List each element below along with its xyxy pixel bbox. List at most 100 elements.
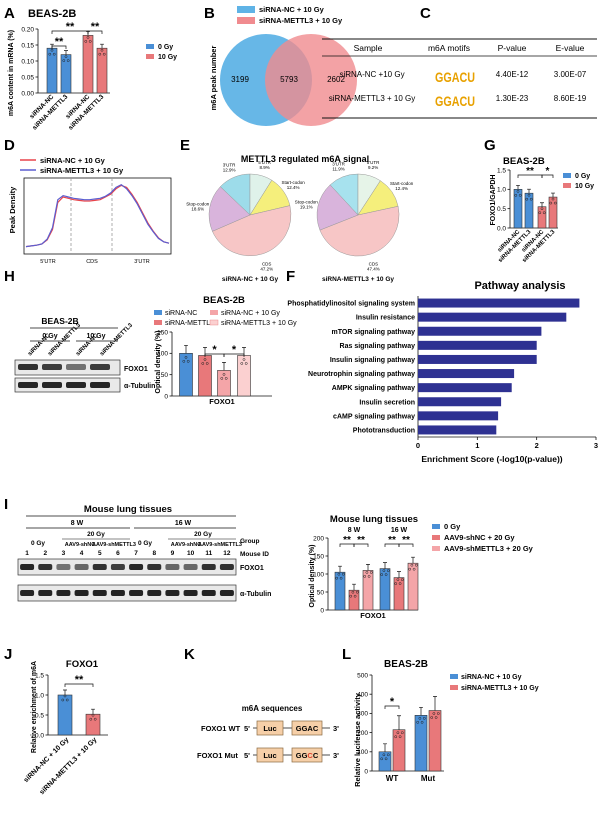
pie-1-label-4: Stop-codon bbox=[295, 199, 319, 204]
panel-a-bar-1-dot-0 bbox=[62, 59, 66, 62]
panel-h-legend-swatch-1 bbox=[154, 320, 162, 325]
panel-b-legend-swatch-0 bbox=[237, 6, 255, 13]
panel-f-category-2: mTOR signaling pathway bbox=[332, 329, 416, 336]
panel-l-bar-0-1-dot-2 bbox=[398, 735, 402, 739]
panel-i-lane-6: 7 bbox=[134, 550, 138, 557]
panel-l-err-0-1 bbox=[397, 715, 401, 730]
pie-1-label-3: CDS bbox=[369, 262, 379, 267]
panel-j-xtick-label-0: siRNA-NC + 10 Gy bbox=[23, 736, 71, 784]
panel-i-err-3 bbox=[383, 562, 387, 569]
panel-l-bar-0-0-dot-1 bbox=[382, 753, 386, 757]
motif-logo-0-letters: GGACU bbox=[435, 69, 475, 85]
panel-d-legend-0: siRNA-NC + 10 Gy bbox=[40, 156, 106, 165]
panel-a-err-1 bbox=[64, 50, 68, 55]
panel-f-category-9: Phototransduction bbox=[353, 427, 415, 434]
panel-g-sig-0: ** bbox=[526, 166, 534, 177]
panel-h-sig-1-bracket bbox=[223, 353, 245, 357]
panel-letter-d: D bbox=[4, 137, 15, 154]
panel-g-legend-swatch-1 bbox=[563, 183, 571, 188]
panel-h-err-0 bbox=[184, 344, 188, 354]
panel-a-bar-chart: BEAS-2B m6A content in mRNA (%) 0.00 0.05… bbox=[8, 8, 177, 132]
panel-f-xtick-label-2: 2 bbox=[535, 441, 539, 450]
panel-h-foxo1-band-2 bbox=[66, 364, 86, 370]
panel-g-ytick-label-1: 0.5 bbox=[497, 206, 506, 213]
panel-i-legend-swatch-2 bbox=[432, 546, 440, 551]
pie-0-pct-4: 18.6% bbox=[191, 207, 204, 212]
panel-g-bar-2-dot-1 bbox=[540, 207, 544, 211]
pie-0-label-2: Start-codon bbox=[281, 180, 305, 185]
panel-l-bar-1-1 bbox=[428, 710, 442, 772]
panel-f-pathway: Pathway analysis Phosphatidylinositol si… bbox=[287, 280, 598, 464]
venn-circle-right bbox=[265, 34, 357, 126]
panel-a-bar-2-dot-2 bbox=[88, 40, 92, 43]
panel-g-bar-0-dot-2 bbox=[518, 193, 522, 197]
panel-l-bar-0-1-dot-1 bbox=[396, 731, 400, 735]
panel-i-time-label-1: 16 W bbox=[391, 527, 408, 534]
panel-d-frame bbox=[23, 177, 172, 255]
panel-letter-f: F bbox=[286, 268, 295, 285]
panel-i-foxo1-band-10 bbox=[201, 564, 216, 570]
panel-j-ytick-label-2: 1.0 bbox=[35, 692, 44, 699]
panel-a-bar-3-dot-2 bbox=[102, 52, 106, 56]
panel-i-foxo1-band-5 bbox=[110, 564, 125, 570]
panel-i-legend-0: 0 Gy bbox=[444, 522, 461, 531]
construct-mut-name: FOXO1 Mut bbox=[197, 751, 238, 760]
construct-wt-seq: GGAC bbox=[296, 724, 319, 733]
panel-a-ytick-label-0: 0.00 bbox=[21, 90, 34, 97]
panel-i-legend-1: AAV9-shNC + 20 Gy bbox=[444, 533, 515, 542]
panel-i-dose-0: 20 Gy bbox=[87, 531, 105, 538]
panel-g-plot: 0.00.51.01.5siRNA-NCsiRNA-METTL3siRNA-NC… bbox=[497, 166, 558, 264]
panel-i-bar-0-dot-1 bbox=[337, 572, 341, 576]
panel-h-title: BEAS-2B bbox=[203, 295, 245, 306]
panel-i-lane-7: 8 bbox=[152, 550, 156, 557]
panel-g-sig-1-bracket bbox=[541, 174, 554, 178]
panel-j-sig-0: ** bbox=[75, 674, 84, 686]
panel-i-tubulin-band-2 bbox=[56, 590, 71, 596]
panel-i-sig-1: ** bbox=[357, 535, 365, 546]
panel-l-bar-1-1-dot-1 bbox=[432, 712, 436, 715]
panel-i-ytick-label-0: 0 bbox=[320, 607, 324, 614]
panel-h-bar-2-dot-2 bbox=[224, 377, 228, 380]
table-row-1-sample: siRNA-METTL3 + 10 Gy bbox=[329, 94, 415, 103]
panel-h-tubulin-bands bbox=[18, 382, 110, 388]
panel-k-title: m6A sequences bbox=[242, 704, 303, 713]
panel-h-bar-0-dot-2 bbox=[186, 359, 190, 363]
panel-i-lane-10: 11 bbox=[205, 550, 212, 557]
panel-h-bar-1-dot-0 bbox=[201, 362, 205, 365]
panel-i-ytick-label-4: 200 bbox=[313, 535, 324, 542]
panel-i-foxo1-band-8 bbox=[165, 564, 180, 570]
panel-i-bar-1-dot-2 bbox=[353, 594, 357, 598]
panel-h-plot: 0 50 100 150 * * bbox=[157, 329, 272, 400]
panel-f-bar-4 bbox=[418, 354, 537, 364]
panel-d-xlabel-1: CDS bbox=[86, 259, 98, 265]
panel-f-xlabel: Enrichment Score (-log10(p-value)) bbox=[421, 454, 562, 464]
panel-h-bar-1-dot-2 bbox=[205, 362, 209, 365]
panel-i-err-2 bbox=[366, 564, 370, 571]
panel-b-legend-0: siRNA-NC + 10 Gy bbox=[259, 5, 325, 14]
panel-f-bar-2 bbox=[418, 326, 542, 336]
panel-i-dose-1: 20 Gy bbox=[194, 531, 212, 538]
table-row-1-evalue: 8.60E-19 bbox=[554, 94, 587, 103]
panel-j-sig-0-bracket bbox=[64, 683, 94, 687]
panel-l-sig-0-bracket bbox=[384, 705, 400, 709]
panel-d-plot: 5'UTR CDS 3'UTR bbox=[23, 177, 172, 265]
panel-l-err-1-1 bbox=[433, 696, 437, 711]
panel-a-bar-1-dot-2 bbox=[66, 59, 70, 62]
panel-h-ytick-label-2: 100 bbox=[157, 351, 168, 358]
panel-h-blot-title: BEAS-2B bbox=[41, 316, 78, 326]
panel-a-legend-swatch-1 bbox=[146, 54, 154, 59]
panel-l-err-1-0 bbox=[419, 706, 423, 716]
panel-g-bar-1-dot-0 bbox=[525, 197, 529, 201]
panel-h-bar-3-dot-0 bbox=[240, 362, 244, 365]
panel-i-err-0 bbox=[338, 565, 342, 573]
panel-l-ytick-label-3: 300 bbox=[357, 711, 368, 718]
construct-mut-3prime: 3' bbox=[333, 751, 339, 760]
panel-h-legend-0: siRNA-NC bbox=[165, 310, 197, 317]
panel-h-ytick-label-3: 150 bbox=[157, 329, 168, 336]
panel-i-zero-1: 0 Gy bbox=[138, 540, 152, 547]
panel-i-bar-5-dot-2 bbox=[412, 567, 416, 571]
pie-0-pct-1: 8.9% bbox=[259, 165, 269, 170]
panel-j-xtick-label-1: siRNA-METTL3 + 10 Gy bbox=[39, 736, 99, 796]
panel-i-tubulin-band-11 bbox=[219, 590, 234, 596]
panel-f-bar-3 bbox=[418, 340, 537, 350]
